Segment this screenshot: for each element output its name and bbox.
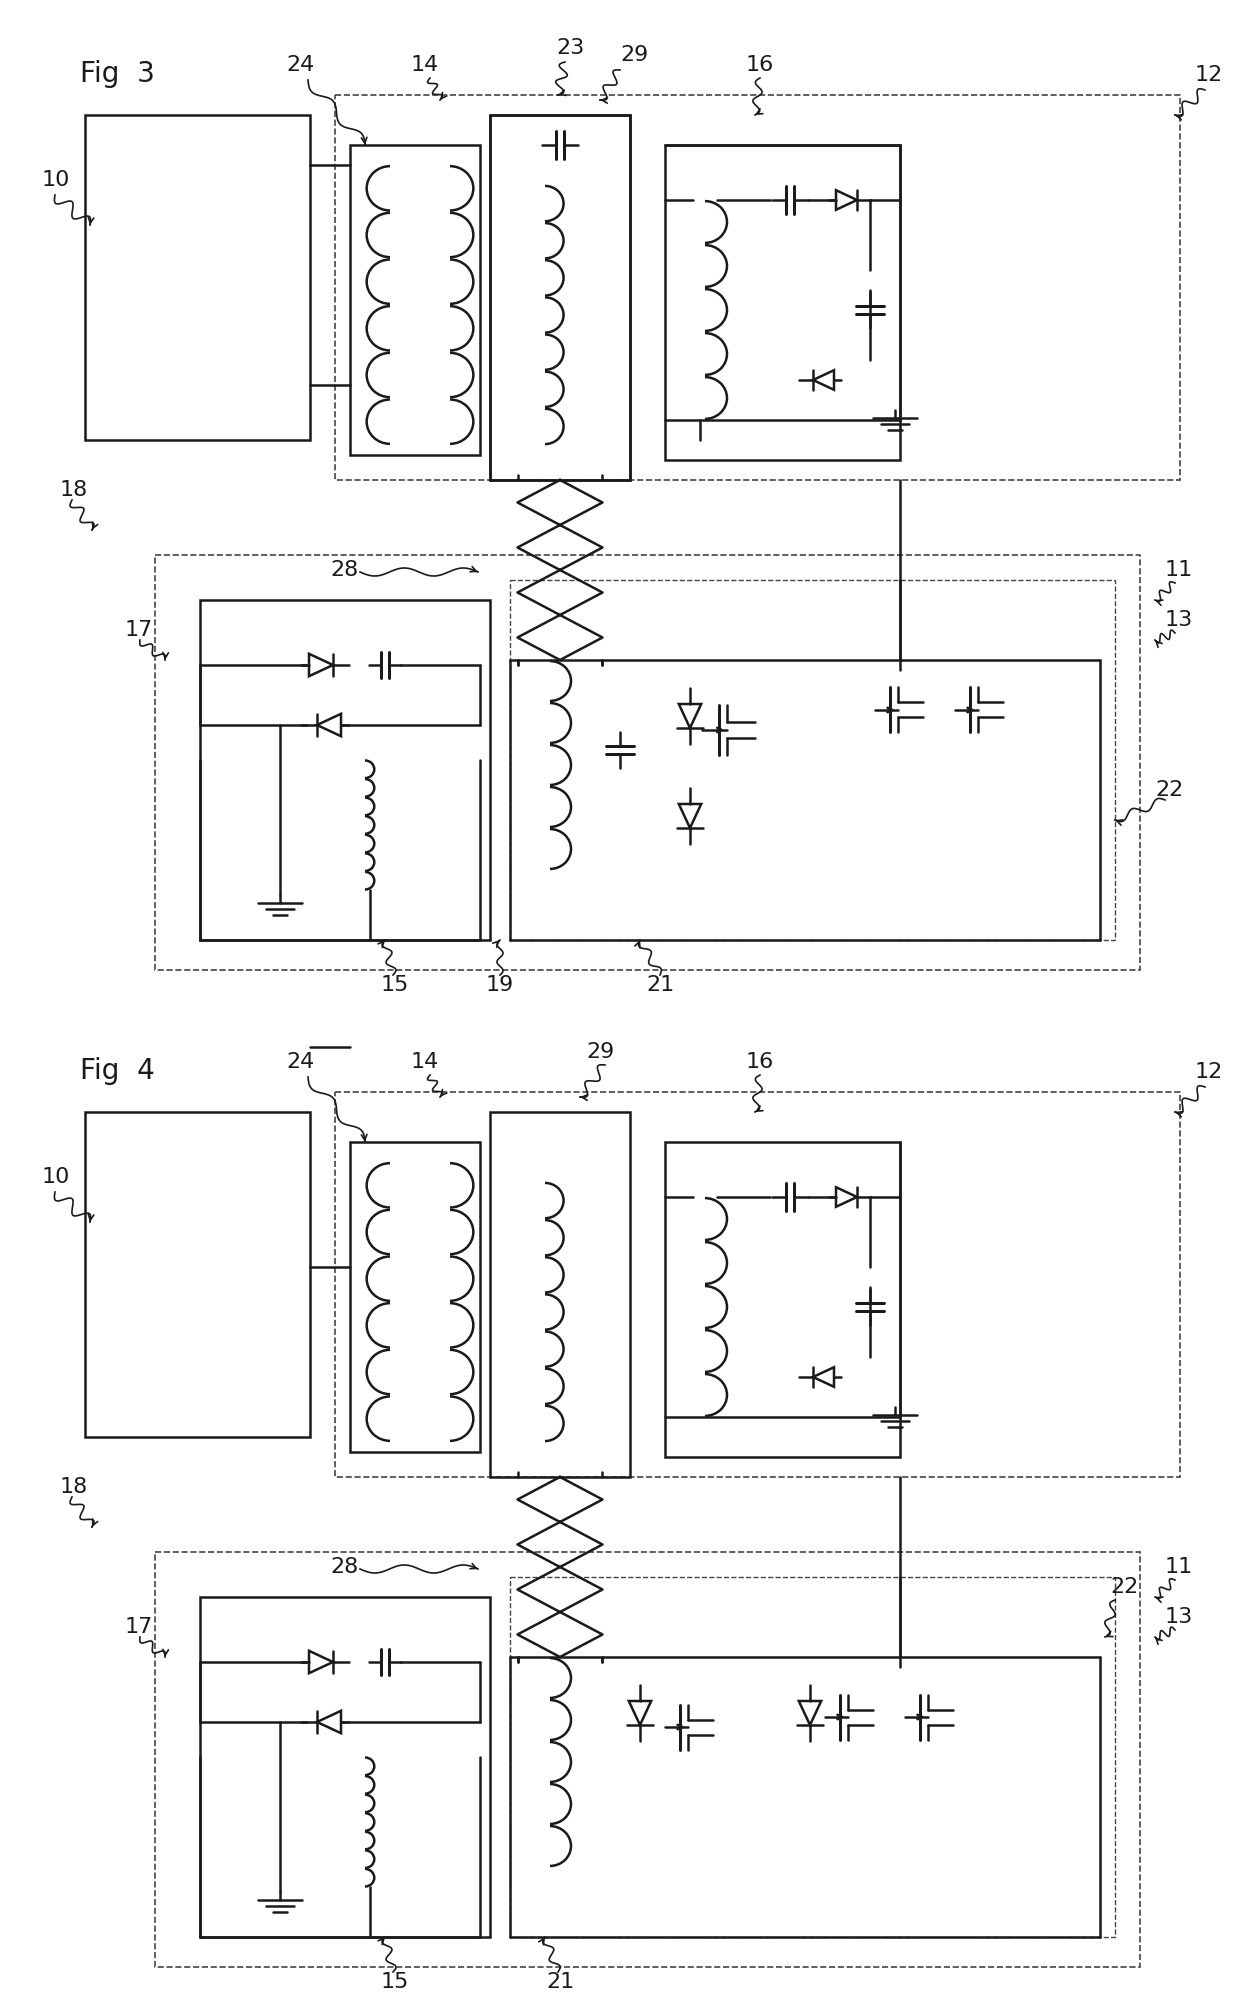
Bar — [335, 96, 1180, 481]
Bar — [155, 554, 1140, 969]
Text: 21: 21 — [546, 1972, 574, 1992]
Text: 29: 29 — [620, 46, 649, 66]
Text: 10: 10 — [42, 1166, 71, 1186]
Bar — [490, 1113, 630, 1478]
Text: 18: 18 — [60, 481, 88, 500]
Text: 18: 18 — [60, 1478, 88, 1497]
Bar — [350, 146, 480, 455]
Text: 15: 15 — [381, 1972, 409, 1992]
Bar — [510, 580, 1115, 939]
Bar — [350, 1143, 480, 1452]
Text: 24: 24 — [286, 1053, 314, 1073]
Bar — [665, 146, 900, 461]
Bar — [335, 1093, 1180, 1478]
Text: Fig  4: Fig 4 — [81, 1057, 155, 1085]
Text: 16: 16 — [746, 1053, 774, 1073]
Text: 22: 22 — [1154, 780, 1183, 800]
Text: 14: 14 — [410, 56, 439, 76]
Text: 13: 13 — [1166, 1607, 1193, 1627]
Text: 22: 22 — [1110, 1577, 1138, 1597]
Text: 15: 15 — [381, 975, 409, 995]
Text: 12: 12 — [1195, 1063, 1223, 1083]
Text: Fig  3: Fig 3 — [81, 60, 155, 88]
Text: 23: 23 — [556, 38, 584, 58]
Bar — [200, 600, 490, 939]
Text: 29: 29 — [585, 1043, 614, 1063]
Bar — [510, 1577, 1115, 1936]
Text: 14: 14 — [410, 1053, 439, 1073]
Bar — [490, 116, 630, 481]
Text: 11: 11 — [1166, 1557, 1193, 1577]
Text: 17: 17 — [125, 1617, 154, 1637]
Text: 10: 10 — [42, 169, 71, 189]
Bar — [200, 1597, 490, 1936]
Bar — [86, 1113, 310, 1438]
Text: 12: 12 — [1195, 66, 1223, 86]
Text: 24: 24 — [286, 56, 314, 76]
Text: 13: 13 — [1166, 610, 1193, 630]
Text: 17: 17 — [125, 620, 154, 640]
Text: 11: 11 — [1166, 560, 1193, 580]
Bar — [155, 1551, 1140, 1966]
Text: 28: 28 — [330, 560, 358, 580]
Text: 28: 28 — [330, 1557, 358, 1577]
Text: 16: 16 — [746, 56, 774, 76]
Text: 19: 19 — [486, 975, 515, 995]
Bar — [86, 116, 310, 441]
Bar — [665, 1143, 900, 1458]
Text: 21: 21 — [646, 975, 675, 995]
